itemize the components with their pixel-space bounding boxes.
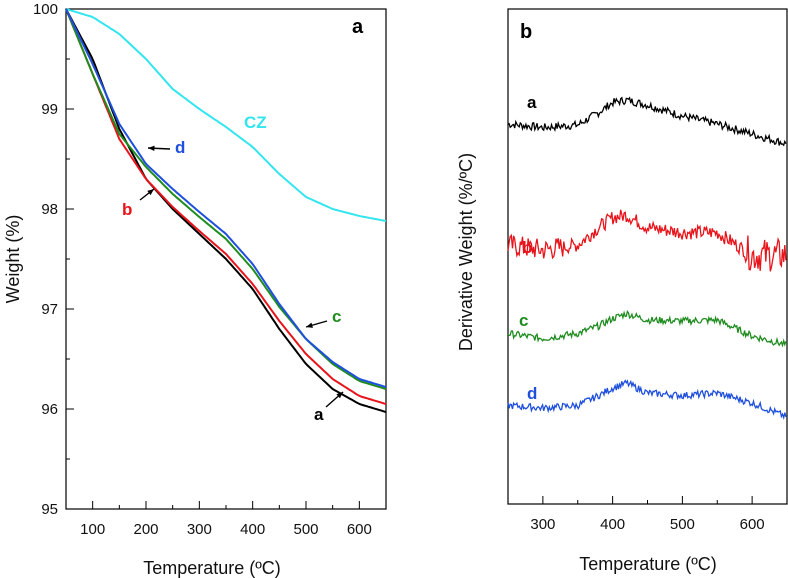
panel-b-xtick-label: 400 [600, 516, 625, 533]
label-d: d [175, 138, 185, 157]
panel-b-curves [507, 96, 787, 420]
panel-a-plot: 100 200 300 400 500 600 95 96 97 98 99 100 a CZ a b… [3, 1, 387, 578]
label-b: b [122, 200, 132, 219]
panel-b-series-d [507, 379, 787, 420]
label-b-a: a [527, 93, 537, 112]
panel-b-series-a [507, 96, 787, 147]
panel-b-plot: 300 400 500 600 b a b c d Temperature (ºC) … [456, 8, 788, 574]
panel-b-series-b [507, 209, 787, 272]
label-b-b: b [522, 238, 532, 257]
arrow-b-head [147, 189, 154, 196]
panel-a-xtick-label: 200 [133, 521, 158, 538]
panel-a-ytick-label: 96 [41, 401, 58, 418]
panel-a-arrows [139, 145, 344, 408]
panel-b-xtick-label: 300 [530, 516, 555, 533]
panel-a-ytick-label: 100 [33, 1, 58, 18]
panel-a-series-b [65, 8, 387, 405]
panel-a-xtick-label: 600 [347, 521, 372, 538]
panel-a-ytick-label: 97 [41, 301, 58, 318]
label-cz: CZ [244, 113, 267, 132]
panel-a-ytick-label: 98 [41, 201, 58, 218]
panel-a-curves [65, 8, 387, 413]
panel-a-ticks: 100 200 300 400 500 600 95 96 97 98 99 100 [33, 1, 387, 538]
panel-a-ylabel: Weight (%) [3, 215, 23, 304]
panel-b-ylabel: Derivative Weight (%/ºC) [456, 153, 476, 351]
panel-a-xtick-label: 400 [240, 521, 265, 538]
panel-a-xlabel: Temperature (ºC) [143, 558, 281, 578]
label-b-c: c [519, 311, 528, 330]
panel-a-series-d [65, 8, 387, 388]
panel-b-series-c [507, 310, 787, 348]
label-c: c [332, 307, 341, 326]
label-b-d: d [527, 384, 537, 403]
label-a: a [314, 405, 324, 424]
panel-a-ytick-label: 99 [41, 101, 58, 118]
panel-b-letter: b [520, 21, 532, 43]
panel-b-xtick-label: 500 [670, 516, 695, 533]
arrow-d-head [148, 145, 155, 152]
panel-b-xtick-label: 600 [740, 516, 765, 533]
arrow-c-head [306, 322, 313, 328]
panel-a-xtick-label: 100 [80, 521, 105, 538]
arrow-a-head [336, 392, 343, 399]
panel-b-xlabel: Temperature (ºC) [579, 554, 717, 574]
panel-b-ticks: 300 400 500 600 [507, 496, 788, 533]
panel-a-series-a [65, 8, 387, 413]
panel-a-series-cz [65, 8, 387, 222]
panel-a-xtick-label: 300 [187, 521, 212, 538]
panel-a-xtick-label: 500 [293, 521, 318, 538]
panel-a-letter: a [352, 16, 364, 38]
panel-a-ytick-label: 95 [41, 501, 58, 518]
panel-a-series-c [65, 8, 387, 390]
